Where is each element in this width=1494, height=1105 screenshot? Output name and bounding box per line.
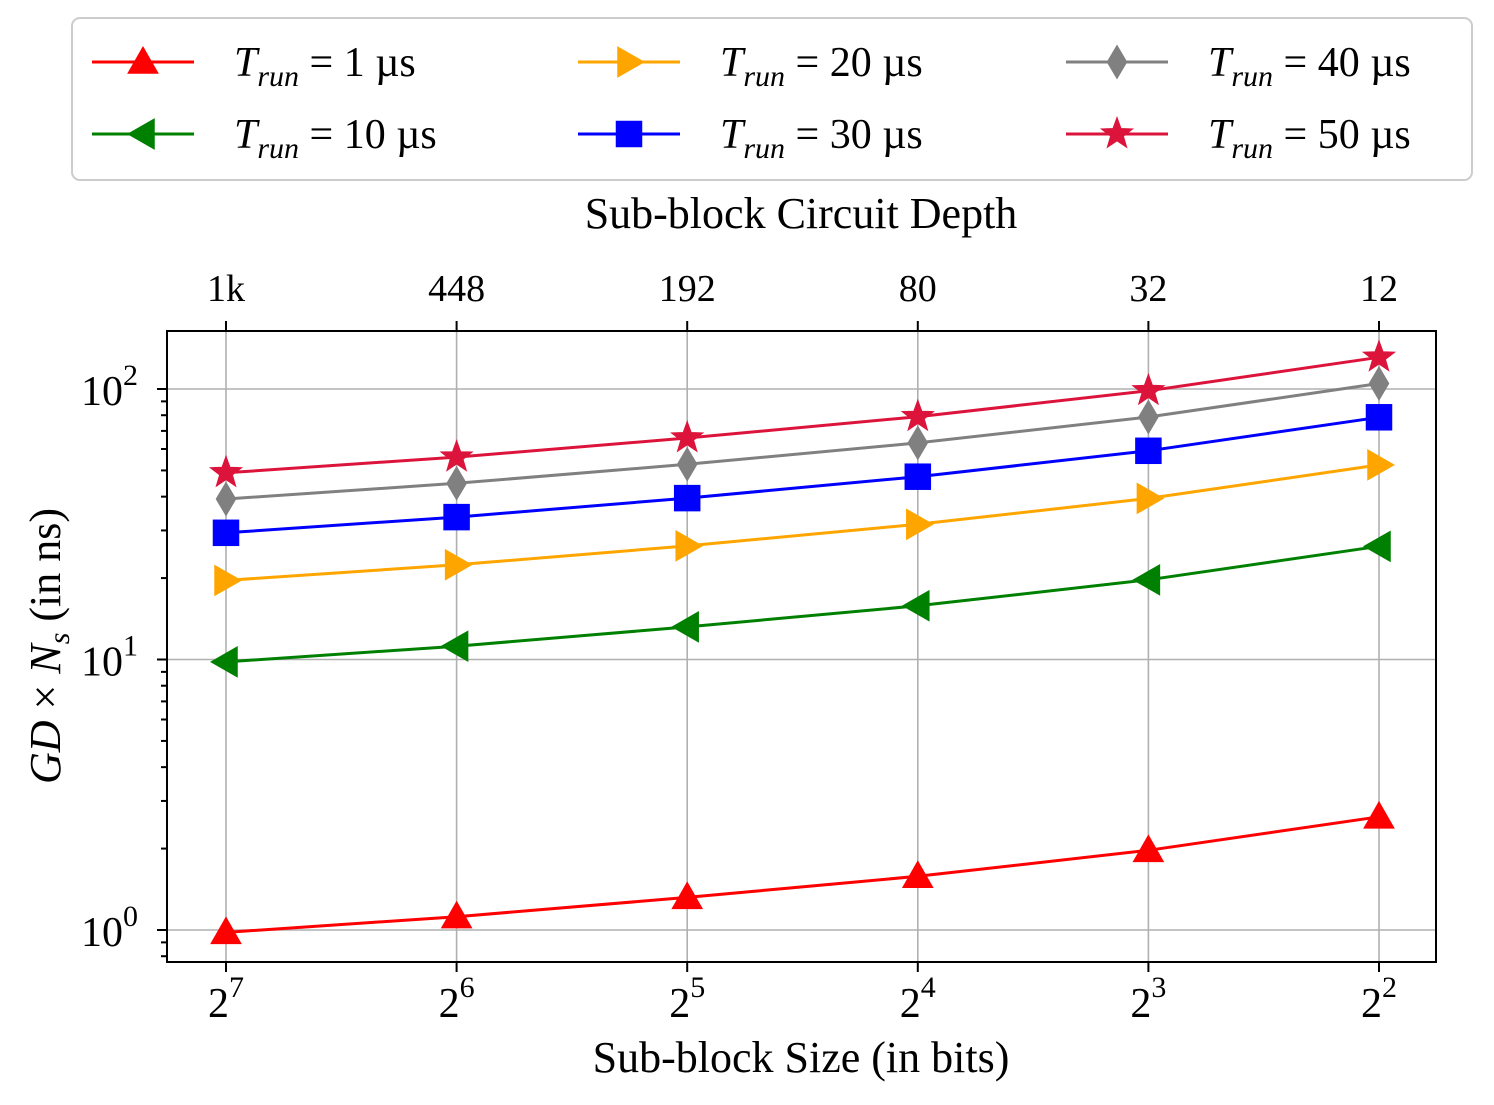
data-point xyxy=(1136,482,1165,515)
x-ticks: 27 26 25 24 23 22 xyxy=(208,971,1397,1027)
top-x-tick-label: 1k xyxy=(207,268,245,310)
series-line xyxy=(225,355,1380,475)
data-point xyxy=(440,630,469,663)
data-point xyxy=(439,439,474,472)
legend-label: Trun = 40 µs xyxy=(1208,40,1411,93)
data-point xyxy=(1106,44,1128,80)
legend-label: Trun = 30 µs xyxy=(720,112,923,165)
data-point xyxy=(676,446,698,482)
data-point xyxy=(1135,437,1162,465)
data-point xyxy=(210,916,242,945)
data-point xyxy=(906,508,934,541)
data-point xyxy=(1099,116,1135,149)
y-tick-label: 101 xyxy=(81,630,138,686)
y-ticks: 100 101 102 xyxy=(81,359,138,956)
top-x-tick-label: 192 xyxy=(659,268,716,310)
data-point xyxy=(615,120,643,148)
x-tick-label: 24 xyxy=(900,971,936,1027)
series-line xyxy=(225,463,1380,582)
data-point xyxy=(904,463,932,490)
legend-item-2: Trun = 10 µs xyxy=(92,112,437,165)
data-point xyxy=(900,398,935,432)
legend: Trun = 1 µs Trun = 10 µs Trun = 20 µs Trun … xyxy=(71,17,1473,181)
data-point xyxy=(1361,339,1397,372)
data-point xyxy=(901,860,934,889)
legend-item-6: Trun = 50 µs xyxy=(1066,112,1411,165)
data-point xyxy=(1362,530,1391,563)
series-2 xyxy=(209,530,1391,678)
data-point xyxy=(1138,399,1159,435)
data-point xyxy=(1368,366,1390,401)
data-point xyxy=(673,484,701,512)
data-point xyxy=(1365,404,1393,431)
data-point xyxy=(214,564,243,597)
legend-label: Trun = 50 µs xyxy=(1208,112,1411,165)
series-layer xyxy=(208,339,1397,945)
series-line xyxy=(225,382,1380,501)
y-tick-label: 102 xyxy=(81,359,138,415)
series-1 xyxy=(210,800,1395,945)
series-4 xyxy=(212,404,1393,547)
data-point xyxy=(1367,449,1396,481)
data-point xyxy=(443,503,470,531)
top-x-tick-label: 32 xyxy=(1129,268,1167,310)
series-6 xyxy=(208,339,1397,488)
legend-item-3: Trun = 20 µs xyxy=(578,40,923,93)
series-line xyxy=(225,544,1380,664)
data-point xyxy=(671,881,704,910)
data-point xyxy=(209,646,238,678)
data-point xyxy=(444,548,473,581)
data-point xyxy=(212,519,240,547)
grid xyxy=(167,331,1436,962)
y-tick-label: 100 xyxy=(81,900,138,956)
data-point xyxy=(675,530,704,562)
legend-label: Trun = 20 µs xyxy=(720,40,923,93)
data-point xyxy=(671,611,699,643)
top-x-ticks: 1k 448 192 80 32 12 xyxy=(207,268,1398,310)
data-point xyxy=(446,465,467,501)
data-point xyxy=(901,589,930,622)
data-point xyxy=(440,900,473,929)
data-point xyxy=(208,454,244,488)
data-point xyxy=(1363,800,1395,829)
x-tick-label: 23 xyxy=(1130,971,1166,1027)
data-point xyxy=(1131,372,1166,406)
axis-ticks xyxy=(157,321,1380,972)
legend-item-1: Trun = 1 µs xyxy=(92,40,416,93)
plot-frame xyxy=(166,330,1437,963)
x-tick-label: 22 xyxy=(1361,971,1397,1027)
data-point xyxy=(670,420,705,453)
data-point xyxy=(126,118,155,150)
legend-label: Trun = 1 µs xyxy=(234,40,416,93)
series-line xyxy=(225,415,1380,535)
data-point xyxy=(215,481,237,517)
data-point xyxy=(617,46,646,78)
top-x-tick-label: 12 xyxy=(1360,268,1398,310)
x-axis-label: Sub-block Size (in bits) xyxy=(593,1033,1010,1082)
series-line xyxy=(225,815,1380,934)
top-x-tick-label: 80 xyxy=(899,268,937,310)
series-3 xyxy=(214,449,1396,597)
data-point xyxy=(1132,563,1161,596)
legend-item-5: Trun = 40 µs xyxy=(1066,40,1411,93)
x-tick-label: 25 xyxy=(669,971,705,1027)
data-point xyxy=(127,45,159,74)
x-tick-label: 27 xyxy=(208,971,244,1027)
series-5 xyxy=(215,366,1390,517)
legend-item-4: Trun = 30 µs xyxy=(578,112,923,165)
x-tick-label: 26 xyxy=(439,971,475,1027)
y-axis-label: GD × Ns (in ns) xyxy=(21,508,76,784)
legend-label: Trun = 10 µs xyxy=(234,112,437,165)
top-x-tick-label: 448 xyxy=(428,268,485,310)
top-x-axis-label: Sub-block Circuit Depth xyxy=(585,189,1018,238)
data-point xyxy=(1132,834,1165,863)
data-point xyxy=(907,425,929,461)
